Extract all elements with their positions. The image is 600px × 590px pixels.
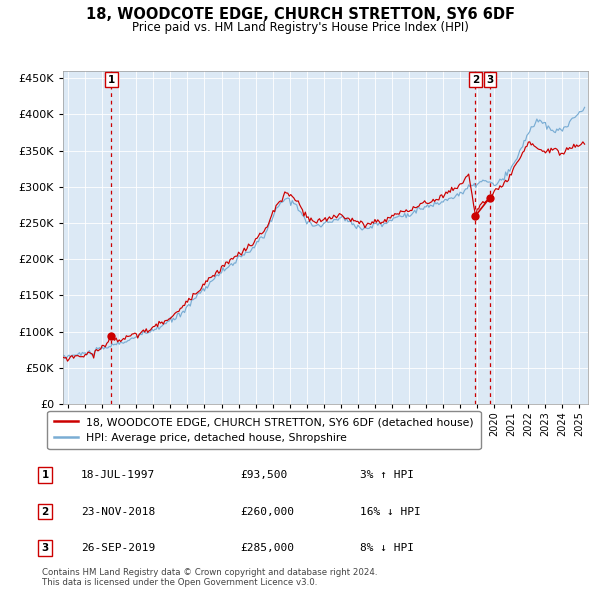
Text: 26-SEP-2019: 26-SEP-2019 (81, 543, 155, 553)
Text: 3% ↑ HPI: 3% ↑ HPI (360, 470, 414, 480)
Text: 3: 3 (486, 75, 493, 85)
Text: £93,500: £93,500 (240, 470, 287, 480)
Text: 1: 1 (41, 470, 49, 480)
Text: Price paid vs. HM Land Registry's House Price Index (HPI): Price paid vs. HM Land Registry's House … (131, 21, 469, 34)
Text: 2: 2 (41, 507, 49, 516)
Text: 18-JUL-1997: 18-JUL-1997 (81, 470, 155, 480)
Text: 2: 2 (472, 75, 479, 85)
Text: 8% ↓ HPI: 8% ↓ HPI (360, 543, 414, 553)
Text: 23-NOV-2018: 23-NOV-2018 (81, 507, 155, 516)
Text: 18, WOODCOTE EDGE, CHURCH STRETTON, SY6 6DF: 18, WOODCOTE EDGE, CHURCH STRETTON, SY6 … (86, 7, 515, 22)
Text: 3: 3 (41, 543, 49, 553)
Text: 1: 1 (108, 75, 115, 85)
Text: £285,000: £285,000 (240, 543, 294, 553)
Text: 16% ↓ HPI: 16% ↓ HPI (360, 507, 421, 516)
Text: Contains HM Land Registry data © Crown copyright and database right 2024.
This d: Contains HM Land Registry data © Crown c… (42, 568, 377, 587)
Text: £260,000: £260,000 (240, 507, 294, 516)
Legend: 18, WOODCOTE EDGE, CHURCH STRETTON, SY6 6DF (detached house), HPI: Average price: 18, WOODCOTE EDGE, CHURCH STRETTON, SY6 … (47, 411, 481, 449)
